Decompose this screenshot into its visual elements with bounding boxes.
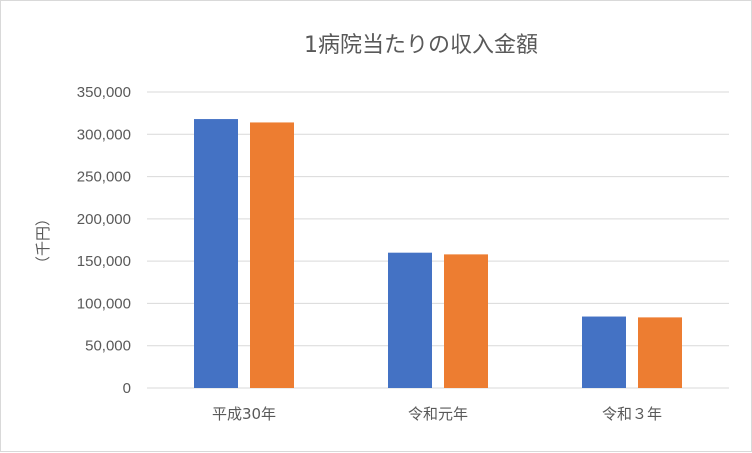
gridlines — [147, 91, 729, 389]
x-category-label: 令和３年 — [602, 405, 662, 423]
y-tick-label: 150,000 — [77, 253, 131, 270]
y-axis-ticks: 0 50,000 100,000 150,000 200,000 250,000 300,0… — [77, 84, 131, 397]
x-axis-categories: 平成30年 令和元年 令和３年 — [212, 405, 662, 423]
y-tick-label: 0 — [123, 380, 131, 397]
bar-series1-3 — [582, 316, 626, 388]
y-tick-label: 300,000 — [77, 126, 131, 143]
y-axis-label: （千円） — [34, 211, 52, 271]
y-tick-label: 100,000 — [77, 295, 131, 312]
x-category-label: 平成30年 — [212, 405, 276, 423]
y-tick-label: 250,000 — [77, 169, 131, 186]
bars — [194, 119, 682, 389]
bar-series2-3 — [638, 317, 682, 388]
bar-series2-1 — [250, 122, 294, 389]
chart-title: 1病院当たりの収入金額 — [304, 33, 538, 58]
bar-series1-1 — [194, 119, 238, 388]
bar-series1-2 — [388, 252, 432, 388]
y-tick-label: 50,000 — [85, 338, 131, 355]
y-tick-label: 350,000 — [77, 84, 131, 101]
bar-series2-2 — [444, 254, 488, 388]
x-category-label: 令和元年 — [408, 405, 468, 423]
y-tick-label: 200,000 — [77, 211, 131, 228]
